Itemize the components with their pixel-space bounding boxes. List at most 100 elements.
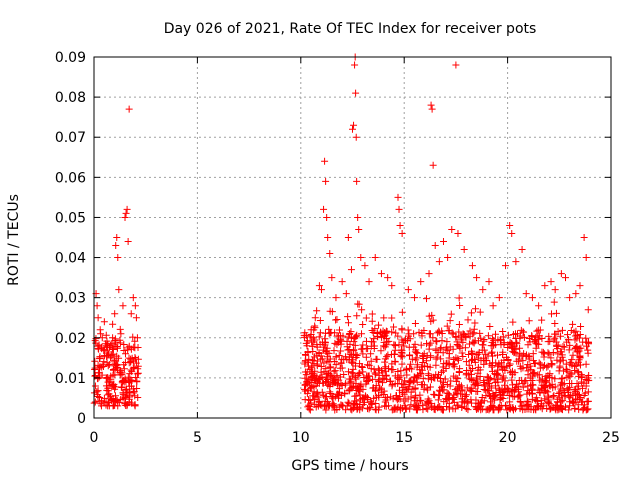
data-point <box>425 330 433 338</box>
data-point <box>109 334 117 342</box>
data-point <box>350 121 358 129</box>
data-point <box>490 341 498 349</box>
data-point <box>336 336 344 344</box>
data-point <box>420 350 428 358</box>
data-point <box>489 390 497 398</box>
data-point <box>126 370 134 378</box>
data-point <box>352 380 360 388</box>
data-point <box>568 356 576 364</box>
data-point <box>405 330 413 338</box>
data-point <box>315 333 323 341</box>
data-point <box>351 61 359 69</box>
data-point <box>443 322 451 330</box>
data-point <box>462 358 470 366</box>
data-point <box>406 360 414 368</box>
data-point <box>358 363 366 371</box>
data-point <box>349 346 357 354</box>
data-point <box>454 229 462 237</box>
data-point <box>412 346 420 354</box>
data-point <box>566 341 574 349</box>
data-point <box>548 380 556 388</box>
data-point <box>377 347 385 355</box>
data-point <box>487 349 495 357</box>
data-point <box>102 331 110 339</box>
data-point <box>91 382 99 390</box>
data-point <box>368 317 376 325</box>
data-point <box>559 343 567 351</box>
x-tick-label: 20 <box>499 430 517 446</box>
data-point <box>558 391 566 399</box>
data-point <box>505 361 513 369</box>
data-point <box>365 278 373 286</box>
data-point <box>305 402 313 410</box>
data-point <box>476 329 484 337</box>
data-point <box>488 401 496 409</box>
data-point <box>311 322 319 330</box>
data-point <box>120 365 128 373</box>
data-point <box>326 364 334 372</box>
data-point <box>490 393 498 401</box>
data-point <box>370 365 378 373</box>
data-point <box>423 295 431 303</box>
data-point <box>494 362 502 370</box>
data-point <box>558 326 566 334</box>
data-point <box>441 375 449 383</box>
data-point <box>470 355 478 363</box>
data-point <box>348 358 356 366</box>
data-point <box>369 338 377 346</box>
x-tick-label: 10 <box>292 430 310 446</box>
data-point <box>585 376 593 384</box>
data-point <box>353 177 361 185</box>
data-point <box>381 393 389 401</box>
data-point <box>516 391 524 399</box>
data-point <box>476 308 484 316</box>
data-point <box>313 307 321 315</box>
data-point <box>116 369 124 377</box>
data-point <box>342 406 350 414</box>
data-point <box>94 387 102 395</box>
data-point <box>425 312 433 320</box>
data-point <box>433 338 441 346</box>
y-tick-label: 0.02 <box>55 331 86 347</box>
data-point <box>551 330 559 338</box>
data-point <box>564 336 572 344</box>
data-point <box>131 401 139 409</box>
data-points <box>90 53 593 414</box>
data-point <box>425 270 433 278</box>
data-point <box>408 355 416 363</box>
data-point <box>371 369 379 377</box>
data-point <box>452 389 460 397</box>
data-point <box>568 380 576 388</box>
data-point <box>519 357 527 365</box>
data-point <box>130 363 138 371</box>
data-point <box>333 372 341 380</box>
data-point <box>335 352 343 360</box>
data-point <box>542 372 550 380</box>
data-point <box>446 317 454 325</box>
data-point <box>328 308 336 316</box>
data-point <box>103 359 111 367</box>
data-point <box>511 369 519 377</box>
data-point <box>374 365 382 373</box>
data-point <box>402 366 410 374</box>
data-point <box>472 351 480 359</box>
data-point <box>349 370 357 378</box>
data-point <box>466 375 474 383</box>
data-point <box>316 329 324 337</box>
data-point <box>362 314 370 322</box>
data-point <box>562 274 570 282</box>
data-point <box>95 341 103 349</box>
data-point <box>548 374 556 382</box>
data-point <box>537 360 545 368</box>
data-point <box>496 405 504 413</box>
data-point <box>499 348 507 356</box>
data-point <box>407 377 415 385</box>
data-point <box>520 333 528 341</box>
data-point <box>541 361 549 369</box>
data-point <box>417 278 425 286</box>
data-point <box>104 391 112 399</box>
y-tick-label: 0.07 <box>55 130 86 146</box>
data-point <box>582 360 590 368</box>
data-point <box>128 399 136 407</box>
data-point <box>465 361 473 369</box>
